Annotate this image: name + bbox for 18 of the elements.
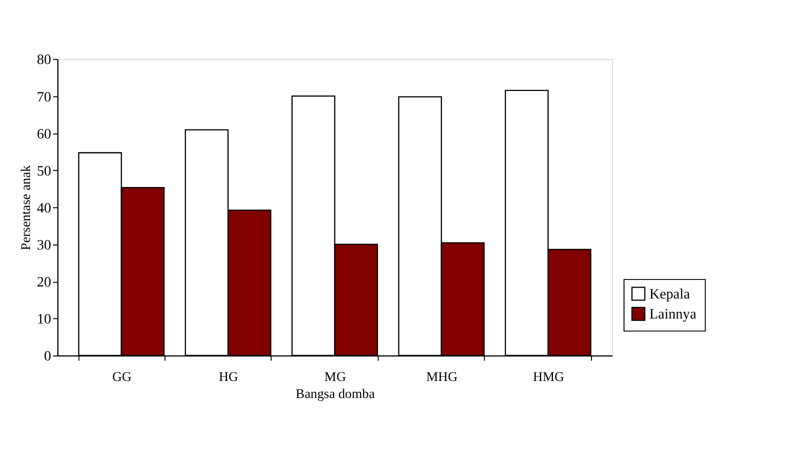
y-tick-label: 20 bbox=[36, 274, 52, 291]
y-tick-label: 30 bbox=[36, 238, 52, 254]
y-axis-title: Persentase anak bbox=[18, 164, 34, 250]
x-tick-label: MHG bbox=[426, 368, 458, 384]
y-tick-label: 40 bbox=[36, 200, 52, 216]
y-tick-label: 60 bbox=[36, 126, 52, 142]
y-tick-label: 50 bbox=[36, 163, 52, 180]
x-tick-label: HMG bbox=[532, 368, 564, 384]
x-tick-label: GG bbox=[112, 368, 132, 384]
y-tick-label: 0 bbox=[44, 348, 52, 365]
x-tick-label: HG bbox=[218, 368, 239, 384]
y-tick-label: 70 bbox=[36, 89, 52, 106]
x-tick-label: MG bbox=[324, 368, 346, 384]
y-tick-label: 80 bbox=[36, 52, 52, 68]
y-tick-label: 10 bbox=[36, 312, 52, 328]
x-axis-title: Bangsa domba bbox=[296, 386, 375, 402]
legend-label: Lainnya bbox=[649, 306, 697, 323]
legend-label: Kepala bbox=[649, 286, 691, 303]
